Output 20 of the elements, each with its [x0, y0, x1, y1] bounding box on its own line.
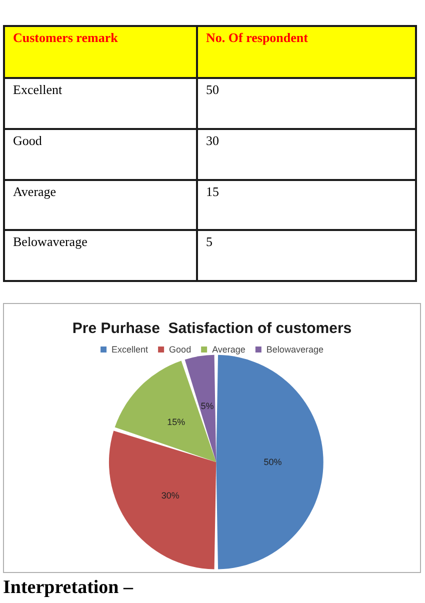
legend-label: Excellent: [112, 344, 149, 354]
data-label: 15: [197, 180, 416, 230]
data-label: 50: [197, 78, 416, 129]
legend-label: Good: [169, 344, 192, 354]
data-label: 5%: [200, 401, 214, 412]
text: No. Of respondent: [197, 26, 416, 78]
data-label: 30: [197, 128, 416, 180]
data-label: 15%: [167, 417, 186, 428]
legend-label: Belowaverage: [266, 344, 324, 354]
text: Interpretation –: [3, 577, 133, 599]
data-label: 50%: [264, 457, 282, 468]
category-label: Excellent: [4, 78, 197, 129]
chart-title: Pre Purhase Satisfaction of customers: [72, 320, 352, 337]
category-label: Belowaverage: [4, 230, 197, 281]
category-label: Average: [4, 180, 197, 230]
data-label: 5: [197, 230, 416, 281]
text: Customers remark: [4, 26, 197, 78]
data-label: 30%: [161, 490, 180, 500]
category-label: Good: [4, 128, 197, 180]
legend-label: Average: [212, 344, 246, 354]
